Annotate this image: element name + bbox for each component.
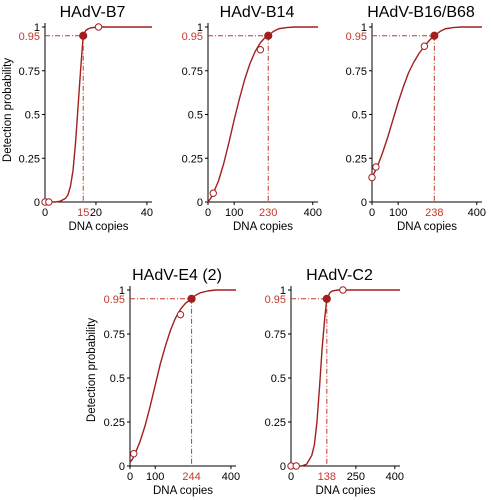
threshold-point	[322, 294, 331, 303]
x-axis-label: DNA copies	[397, 221, 457, 233]
threshold-point	[430, 31, 439, 40]
probability-curve	[45, 26, 152, 203]
x-tick-label: 400	[468, 207, 486, 219]
x-tick-label: 0	[42, 207, 48, 219]
y-tick-label: 0.5	[352, 110, 367, 122]
threshold-point	[264, 31, 273, 40]
y-tick-label: 0.75	[346, 66, 367, 78]
x-tick-label: 400	[386, 471, 404, 483]
x-axis-label: DNA copies	[153, 485, 213, 497]
observed-point	[339, 286, 347, 294]
y-tick-label: 0.25	[346, 153, 367, 165]
probability-curve	[371, 26, 482, 178]
threshold-x-label: 244	[182, 471, 200, 483]
observed-point	[368, 173, 376, 182]
x-tick-label: 20	[90, 207, 102, 219]
chart-panel-1: HAdV-B7 0 0.25 0.5 0.75 1 0 20 40 DNA copies 0.95 1…	[19, 4, 153, 233]
x-axis-label: DNA copies	[315, 485, 375, 497]
x-tick-label: 400	[304, 207, 322, 219]
y-tick-label: 0.5	[271, 373, 286, 385]
y-tick-label: 0.5	[110, 373, 125, 385]
probability-curve	[291, 289, 400, 467]
x-tick-label: 0	[127, 471, 133, 483]
y-tick-label: 0.25	[265, 417, 286, 429]
x-tick-label: 250	[347, 471, 365, 483]
chart-title: HAdV-E4 (2)	[132, 267, 222, 284]
y-tick-label: 0.25	[19, 153, 40, 165]
chart-title: HAdV-B16/B68	[367, 4, 475, 21]
y-tick-label: 0.75	[265, 329, 286, 341]
observed-point	[292, 462, 300, 470]
y-tick-label: 0.5	[188, 110, 203, 122]
y-tick-label: 0.75	[182, 66, 203, 78]
chart-panel-4: HAdV-E4 (2) 0 0.25 0.5 0.75 1 0 100 400 DNA copie…	[104, 267, 241, 497]
x-tick-label: 100	[225, 207, 243, 219]
x-tick-label: 100	[146, 471, 164, 483]
x-tick-label: 400	[222, 471, 240, 483]
y-tick-label: 0	[197, 197, 203, 209]
x-tick-label: 40	[141, 207, 153, 219]
y-tick-label: 0.5	[25, 110, 40, 122]
y-tick-label: 0.25	[104, 417, 125, 429]
y-tick-label: 1	[34, 22, 40, 34]
observed-point	[45, 198, 53, 206]
x-axis-label: DNA copies	[68, 221, 128, 233]
y-tick-label: 1	[361, 22, 367, 34]
chart-panel-5: HAdV-C2 0 0.25 0.5 0.75 1 0 250 400 DNA copies 0.9…	[265, 267, 404, 497]
x-tick-label: 100	[389, 207, 407, 219]
probability-curve	[129, 289, 236, 463]
threshold-x-label: 230	[259, 207, 277, 219]
x-axis-label: DNA copies	[233, 221, 293, 233]
chart-title: HAdV-B14	[220, 4, 295, 21]
threshold-y-label: 0.95	[346, 31, 367, 43]
observed-point	[130, 449, 138, 458]
observed-point	[209, 189, 217, 197]
chart-panel-2: HAdV-B14 0 0.25 0.5 0.75 1 0 100 400 DNA copies 0.…	[182, 4, 322, 233]
threshold-x-label: 15	[77, 207, 89, 219]
x-tick-label: 0	[205, 207, 211, 219]
y-tick-label: 0	[119, 461, 125, 473]
observed-point	[256, 46, 265, 54]
y-tick-label: 0.75	[104, 329, 125, 341]
x-tick-label: 0	[288, 471, 294, 483]
chart-title: HAdV-C2	[306, 267, 373, 284]
y-axis-label-bottom-row: Detection probability	[86, 318, 98, 422]
y-tick-label: 0.25	[182, 153, 203, 165]
observed-point	[176, 310, 185, 319]
threshold-point	[79, 31, 88, 40]
observed-point	[94, 23, 103, 31]
y-tick-label: 1	[197, 22, 203, 34]
threshold-point	[187, 294, 196, 303]
y-tick-label: 0	[361, 197, 367, 209]
y-tick-label: 0.75	[19, 66, 40, 78]
x-tick-label: 0	[369, 207, 375, 219]
y-tick-label: 0	[280, 461, 286, 473]
threshold-y-label: 0.95	[19, 31, 40, 43]
y-tick-label: 1	[280, 285, 286, 297]
probability-curve	[207, 26, 318, 203]
threshold-y-label: 0.95	[104, 294, 125, 306]
y-tick-label: 1	[119, 285, 125, 297]
chart-title: HAdV-B7	[60, 4, 126, 21]
threshold-y-label: 0.95	[265, 294, 286, 306]
chart-panel-3: HAdV-B16/B68 0 0.25 0.5 0.75 1 0 100 400 DNA copi…	[346, 4, 486, 233]
threshold-x-label: 238	[425, 207, 443, 219]
y-axis-label-top-row: Detection probability	[2, 58, 14, 162]
observed-point	[372, 163, 380, 171]
observed-point	[420, 42, 429, 50]
y-tick-label: 0	[34, 197, 40, 209]
threshold-x-label: 138	[318, 471, 336, 483]
threshold-y-label: 0.95	[182, 31, 203, 43]
